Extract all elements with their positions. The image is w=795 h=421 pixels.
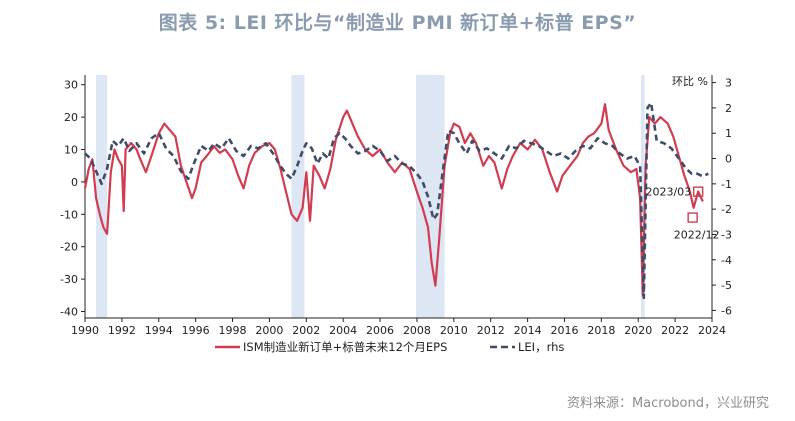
x-tick-label-2000: 2000 (255, 324, 283, 337)
right-tick-label-4: -1 (721, 178, 732, 191)
recession-band-1 (291, 75, 305, 318)
series-line-0 (83, 103, 704, 297)
left-tick-label-2: 10 (64, 144, 78, 157)
right-tick-label-1: 2 (725, 102, 732, 115)
left-y-axis: 30 20 10 0 -10 -20 -30 -40 (60, 79, 85, 319)
plot-frame (84, 75, 713, 319)
annotation-label-0: 2023/03 (645, 186, 691, 199)
annotations: 2023/03 2022/12 (645, 186, 719, 242)
x-tick-label-2018: 2018 (587, 324, 615, 337)
x-tick-label-1998: 1998 (219, 324, 247, 337)
left-tick-label-5: -20 (60, 241, 78, 254)
x-tick-label-2016: 2016 (550, 324, 578, 337)
x-tick-label-2020: 2020 (624, 324, 652, 337)
x-tick-label-1990: 1990 (71, 324, 99, 337)
right-axis-label: 环比 % (672, 75, 708, 88)
left-tick-label-1: 20 (64, 111, 78, 124)
right-tick-label-8: -5 (721, 279, 732, 292)
recession-band-3 (641, 75, 645, 318)
x-tick-label-2014: 2014 (514, 324, 542, 337)
source-note: 资料来源：Macrobond，兴业研究 (566, 396, 769, 411)
x-tick-label-2002: 2002 (292, 324, 320, 337)
x-tick-label-2012: 2012 (477, 324, 505, 337)
left-tick-label-6: -30 (60, 273, 78, 286)
x-tick-label-2022: 2022 (661, 324, 689, 337)
right-tick-label-6: -3 (721, 228, 732, 241)
right-tick-label-2: 1 (725, 127, 732, 140)
legend-label-ism-eps: ISM制造业新订单+标普未来12个月EPS (243, 340, 447, 354)
annotation-label-1: 2022/12 (674, 229, 720, 242)
right-tick-label-0: 3 (725, 77, 732, 90)
right-tick-label-3: 0 (725, 153, 732, 166)
left-tick-label-7: -40 (60, 306, 78, 319)
legend-label-lei: LEI，rhs (518, 340, 564, 354)
x-tick-label-1994: 1994 (145, 324, 173, 337)
annotation-marker-0 (692, 186, 704, 197)
x-tick-label-2008: 2008 (403, 324, 431, 337)
left-tick-label-4: -10 (60, 208, 78, 221)
series-line-1 (84, 101, 709, 300)
right-tick-label-5: -2 (721, 203, 732, 216)
recession-band-0 (96, 75, 108, 318)
x-tick-label-1996: 1996 (182, 324, 210, 337)
legend: ISM制造业新订单+标普未来12个月EPS LEI，rhs (215, 340, 564, 354)
chart-title: 图表 5: LEI 环比与“制造业 PMI 新订单+标普 EPS” (158, 12, 637, 34)
x-tick-label-2024: 2024 (698, 324, 726, 337)
left-tick-label-3: 0 (71, 176, 78, 189)
annotation-marker-1 (687, 212, 698, 223)
left-tick-label-0: 30 (64, 79, 78, 92)
x-tick-label-1992: 1992 (108, 324, 136, 337)
x-axis: 1990 1992 1994 1996 1998 2000 2002 2004 2006 2008… (71, 318, 726, 337)
right-tick-label-9: -6 (721, 304, 732, 317)
x-tick-label-2010: 2010 (440, 324, 468, 337)
right-tick-label-7: -4 (721, 254, 732, 267)
right-y-axis: 3 2 1 0 -1 -2 -3 -4 -5 -6 (712, 77, 732, 317)
series-lines (83, 101, 709, 300)
x-tick-label-2004: 2004 (329, 324, 357, 337)
x-tick-label-2006: 2006 (366, 324, 394, 337)
recession-shading (96, 75, 645, 318)
